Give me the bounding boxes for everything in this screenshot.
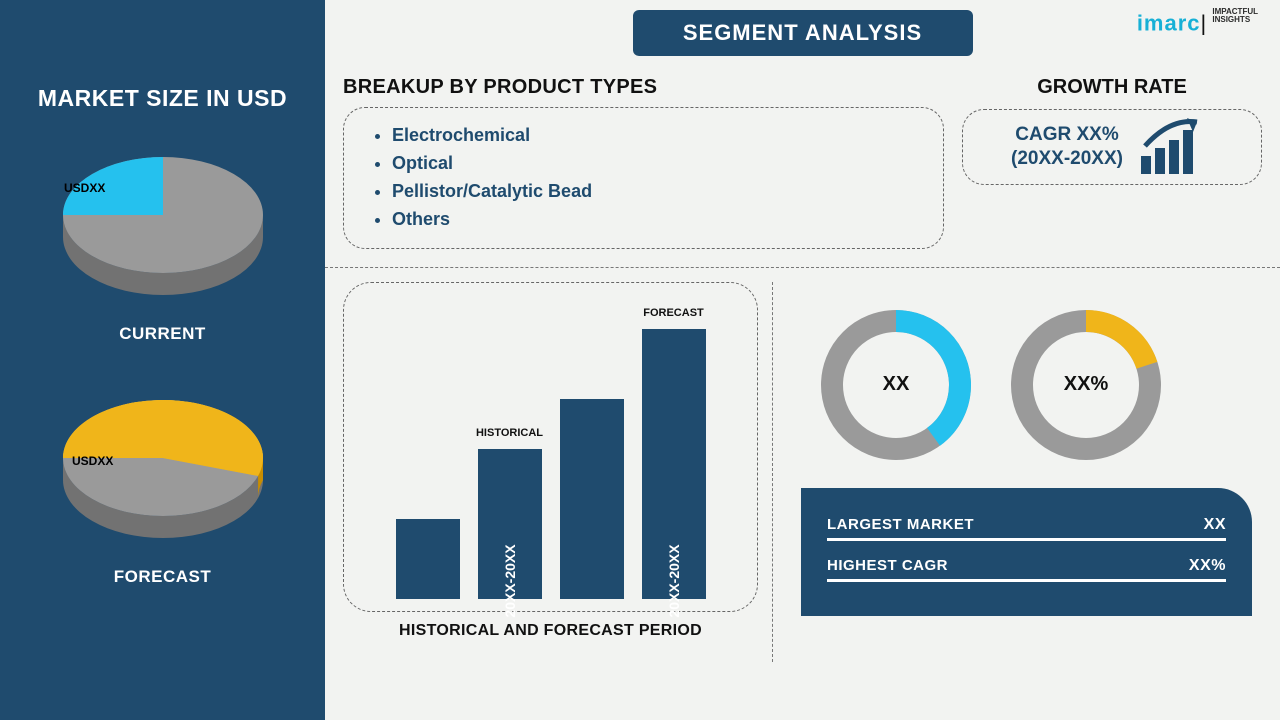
breakup-item: Optical [392, 150, 921, 178]
pie-current-svg [48, 137, 278, 307]
breakup-list: ElectrochemicalOpticalPellistor/Catalyti… [366, 122, 921, 234]
brand-text: imarc [1137, 10, 1201, 35]
stats-card: LARGEST MARKET XX HIGHEST CAGR XX% [801, 488, 1252, 616]
breakup-item: Others [392, 206, 921, 234]
hist-bar [396, 519, 460, 599]
stat-divider [827, 579, 1226, 582]
hist-bar [560, 399, 624, 599]
row-hist-stats: HISTORICAL20XX-20XXFORECAST20XX-20XX HIS… [343, 282, 1262, 662]
breakup-item: Pellistor/Catalytic Bead [392, 178, 921, 206]
hist-bar: HISTORICAL20XX-20XX [478, 449, 542, 599]
infographic-root: MARKET SIZE IN USD USDXX CURRENT USDXX F… [0, 0, 1280, 720]
sidebar-market-size: MARKET SIZE IN USD USDXX CURRENT USDXX F… [0, 0, 325, 720]
pie-current: USDXX [10, 137, 315, 312]
stat-largest-market: LARGEST MARKET XX [827, 516, 1226, 534]
divider [325, 267, 1280, 268]
bar-top-label: FORECAST [643, 307, 704, 319]
historical-column: HISTORICAL20XX-20XXFORECAST20XX-20XX HIS… [343, 282, 773, 662]
historical-bar-chart: HISTORICAL20XX-20XX FORECAST20XX-20XX [343, 282, 758, 612]
row-breakup-growth: BREAKUP BY PRODUCT TYPES Electrochemical… [343, 76, 1262, 249]
pie-current-value: USDXX [64, 181, 105, 195]
donut-xx-value: XX [821, 310, 971, 460]
stat-label: HIGHEST CAGR [827, 557, 948, 574]
brand-tag: IMPACTFULINSIGHTS [1212, 8, 1258, 24]
bar-inside-label: 20XX-20XX [666, 544, 682, 617]
main-panel: imarc| IMPACTFULINSIGHTS SEGMENT ANALYSI… [325, 0, 1280, 720]
pie-forecast-value: USDXX [72, 454, 113, 468]
donut-xxpct-value: XX% [1011, 310, 1161, 460]
growth-card: GROWTH RATE CAGR XX% (20XX-20XX) [962, 76, 1262, 249]
stat-divider [827, 538, 1226, 541]
donut-xxpct: XX% [1011, 310, 1161, 460]
pie-forecast-label: FORECAST [10, 567, 315, 587]
stat-highest-cagr: HIGHEST CAGR XX% [827, 557, 1226, 575]
donuts-row: XX XX% [801, 310, 1252, 460]
historical-title: HISTORICAL AND FORECAST PERIOD [343, 622, 758, 640]
stat-label: LARGEST MARKET [827, 516, 974, 533]
stats-column: XX XX% LARGEST MARKET XX HIGHEST C [773, 282, 1262, 662]
brand-logo: imarc| IMPACTFULINSIGHTS [1137, 8, 1258, 36]
stat-value: XX% [1189, 557, 1226, 575]
pie-forecast: USDXX [10, 380, 315, 555]
stat-value: XX [1204, 516, 1226, 534]
page-title: SEGMENT ANALYSIS [633, 10, 973, 56]
market-size-heading: MARKET SIZE IN USD [10, 85, 315, 112]
breakup-card: BREAKUP BY PRODUCT TYPES Electrochemical… [343, 76, 944, 249]
bar-top-label: HISTORICAL [476, 427, 543, 439]
pie-current-label: CURRENT [10, 324, 315, 344]
hist-bar: FORECAST20XX-20XX [642, 329, 706, 599]
growth-text: CAGR XX% (20XX-20XX) [1011, 123, 1123, 171]
growth-icon [1135, 116, 1213, 178]
bar-inside-label: 20XX-20XX [502, 544, 518, 617]
breakup-item: Electrochemical [392, 122, 921, 150]
breakup-title: BREAKUP BY PRODUCT TYPES [343, 76, 944, 99]
growth-title: GROWTH RATE [962, 76, 1262, 99]
donut-xx: XX [821, 310, 971, 460]
